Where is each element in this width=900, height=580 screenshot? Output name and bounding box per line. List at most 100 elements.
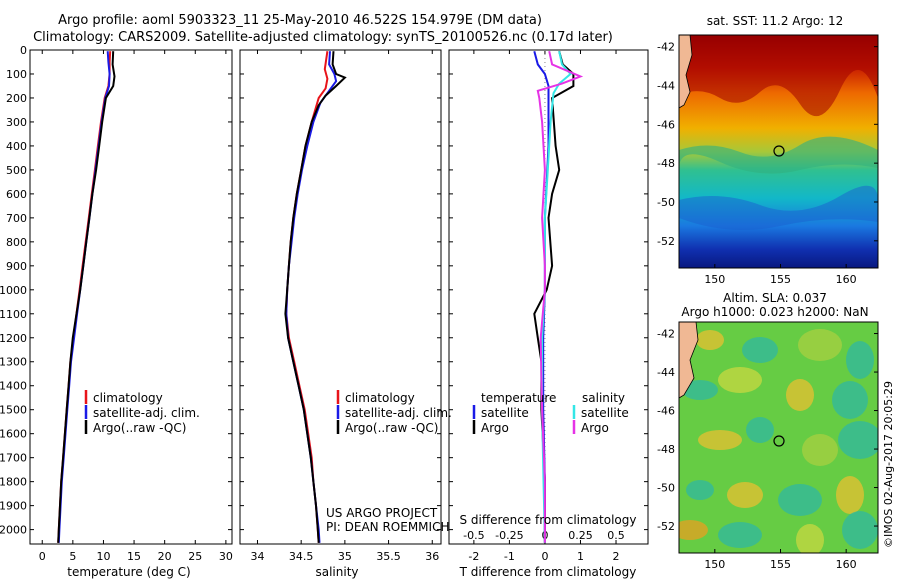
- diff-legend-salinity-title: salinity: [582, 391, 625, 405]
- project-annotation-line1: US ARGO PROJECT: [326, 506, 438, 520]
- depth-tick-label: 1800: [0, 476, 27, 489]
- depth-tick-label: 0: [20, 44, 27, 57]
- salinity-legend: climatology satellite-adj. clim. Argo(..…: [336, 390, 452, 435]
- sla-map-title2: Argo h1000: 0.023 h2000: NaN: [681, 305, 868, 319]
- map-lat-label: -46: [657, 118, 675, 131]
- map-lat-label: -42: [657, 328, 675, 341]
- x-tick-label: 10: [96, 550, 110, 563]
- depth-tick-label: 1200: [0, 332, 27, 345]
- map-lat-label: -42: [657, 41, 675, 54]
- sal-legend-climatology: climatology: [345, 391, 415, 405]
- diff-legend-t-satellite: satellite: [481, 406, 529, 420]
- depth-tick-label: 2000: [0, 524, 27, 537]
- map-lat-label: -48: [657, 443, 675, 456]
- depth-tick-label: 300: [6, 116, 27, 129]
- x-tick-label: 36: [425, 550, 439, 563]
- x-tick-label: -1: [504, 550, 515, 563]
- difference-plot-frame: [448, 49, 649, 545]
- x-tick-label: 34: [250, 550, 264, 563]
- salinity-axis-label: salinity: [315, 565, 358, 579]
- sla-map-frame: [678, 321, 879, 554]
- depth-tick-label: 200: [6, 92, 27, 105]
- map-lon-label: 160: [836, 273, 857, 286]
- depth-tick-label: 1600: [0, 428, 27, 441]
- t-difference-axis-label: T difference from climatology: [459, 565, 637, 579]
- series-line-differences-s-argo: [536, 50, 584, 543]
- map-lon-label: 150: [704, 558, 725, 571]
- x-tick-label: 2: [613, 550, 620, 563]
- x-tick-label: 5: [69, 550, 76, 563]
- sla-texture-blob: [696, 330, 724, 350]
- sla-map-image: [679, 322, 878, 553]
- map-lat-label: -52: [657, 520, 675, 533]
- depth-tick-label: 1900: [0, 500, 27, 513]
- sla-texture-blob: [686, 480, 714, 500]
- imos-credit: ©IMOS 02-Aug-2017 20:05:29: [882, 381, 895, 548]
- diff-legend-s-satellite: satellite: [581, 406, 629, 420]
- diff-legend-s-argo: Argo: [581, 421, 609, 435]
- salinity-plot-frame: [239, 49, 442, 545]
- legend-climatology: climatology: [93, 391, 163, 405]
- sla-texture-blob: [718, 522, 762, 548]
- map-lat-label: -44: [657, 79, 675, 92]
- x-tick-label: 15: [127, 550, 141, 563]
- sla-texture-blob: [679, 520, 708, 540]
- s-diff-tick-label: 0.25: [568, 529, 593, 542]
- x-tick-label: 35: [338, 550, 352, 563]
- s-diff-tick-label: -0.5: [463, 529, 484, 542]
- depth-tick-label: 400: [6, 140, 27, 153]
- depth-tick-label: 500: [6, 164, 27, 177]
- series-line-temperature-argo-raw-qc-: [57, 51, 116, 543]
- sal-legend-satellite-adj: satellite-adj. clim.: [345, 406, 452, 420]
- sla-texture-blob: [727, 482, 763, 508]
- sla-texture-blob: [742, 337, 778, 363]
- sla-texture-blob: [796, 524, 824, 553]
- depth-tick-label: 800: [6, 236, 27, 249]
- map-lat-label: -46: [657, 405, 675, 418]
- sst-map-title: sat. SST: 11.2 Argo: 12: [707, 14, 844, 28]
- depth-tick-label: 1700: [0, 452, 27, 465]
- sla-texture-blob: [778, 484, 822, 516]
- sla-texture-blob: [832, 381, 868, 419]
- x-tick-label: 25: [188, 550, 202, 563]
- sla-texture-blob: [698, 430, 742, 450]
- diff-legend-temperature-title: temperature: [481, 391, 556, 405]
- sla-float-position-marker: [773, 435, 785, 447]
- diff-legend-t-argo: Argo: [481, 421, 509, 435]
- project-annotation-line2: PI: DEAN ROEMMICH: [326, 520, 449, 534]
- s-difference-axis-label: S difference from climatology: [460, 513, 637, 527]
- sst-map-frame: [678, 34, 879, 269]
- series-line-salinity-climatology: [285, 51, 329, 543]
- sla-texture-blob: [798, 329, 842, 361]
- map-lon-label: 155: [770, 558, 791, 571]
- header-line2: Climatology: CARS2009. Satellite-adjuste…: [33, 30, 613, 45]
- sla-texture-blob: [786, 379, 814, 411]
- x-tick-label: -2: [468, 550, 479, 563]
- depth-tick-label: 1000: [0, 284, 27, 297]
- x-tick-label: 0: [39, 550, 46, 563]
- depth-tick-label: 1300: [0, 356, 27, 369]
- legend-satellite-adj: satellite-adj. clim.: [93, 406, 200, 420]
- depth-tick-label: 900: [6, 260, 27, 273]
- x-tick-label: 35.5: [376, 550, 401, 563]
- sla-texture-blob: [746, 417, 774, 443]
- series-line-differences-s-satellite: [541, 50, 572, 543]
- map-lat-label: -48: [657, 157, 675, 170]
- temperature-axis-label: temperature (deg C): [67, 565, 190, 579]
- sst-float-position-marker: [773, 145, 785, 157]
- sla-texture-blob: [842, 511, 878, 549]
- depth-tick-label: 1400: [0, 380, 27, 393]
- sla-texture-blob: [838, 421, 878, 459]
- legend-argo: Argo(..raw -QC): [93, 421, 186, 435]
- map-lat-label: -50: [657, 482, 675, 495]
- sla-texture-blob: [802, 434, 838, 466]
- s-diff-tick-label: 0.5: [607, 529, 625, 542]
- map-lat-label: -44: [657, 366, 675, 379]
- s-diff-tick-label: -0.25: [495, 529, 523, 542]
- difference-legend: temperature salinity satellite Argo sate…: [472, 391, 629, 435]
- x-tick-label: 20: [158, 550, 172, 563]
- sal-legend-argo: Argo(..raw -QC): [345, 421, 438, 435]
- x-tick-label: 30: [219, 550, 233, 563]
- x-tick-label: 34.5: [289, 550, 314, 563]
